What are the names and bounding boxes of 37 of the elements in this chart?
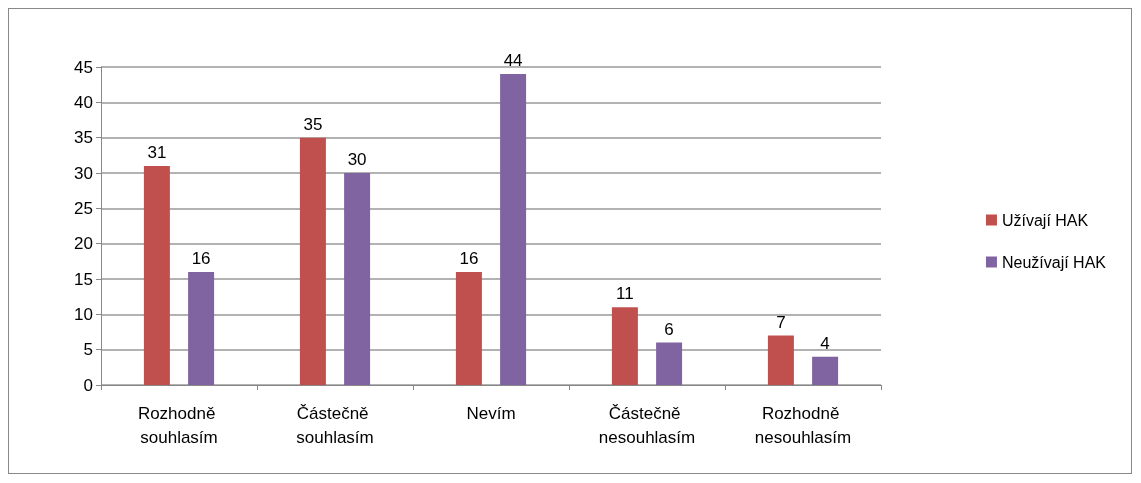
bar — [455, 271, 482, 385]
bar — [344, 173, 371, 385]
y-tick-label: 35 — [74, 128, 93, 148]
bar — [299, 137, 326, 385]
x-tick-label: Částečně nesouhlasím — [598, 403, 696, 447]
bar — [656, 342, 683, 385]
data-label: 16 — [459, 248, 479, 268]
bar — [500, 74, 527, 385]
data-label: 31 — [147, 142, 167, 162]
data-label: 16 — [191, 248, 211, 268]
data-label: 4 — [820, 333, 830, 353]
x-tick-label: Nevím — [466, 403, 516, 423]
data-label: 7 — [776, 312, 786, 332]
y-tick-label: 15 — [74, 269, 93, 289]
y-tick-label: 20 — [74, 234, 93, 254]
y-tick-label: 25 — [74, 198, 93, 218]
x-tick-label: Částečně souhlasím — [296, 403, 374, 447]
legend-label: Užívají HAK — [1001, 211, 1089, 229]
y-tick-label: 0 — [83, 375, 93, 395]
y-tick-label: 45 — [74, 57, 93, 77]
x-tick-label: Rozhodně souhlasím — [137, 403, 221, 447]
bar — [812, 356, 839, 385]
y-tick-label: 5 — [83, 340, 93, 360]
x-tick-label: Rozhodně nesouhlasím — [754, 403, 852, 447]
bar — [143, 165, 170, 385]
y-tick-label: 10 — [74, 304, 93, 324]
y-tick-label: 30 — [74, 163, 93, 183]
bar — [611, 307, 638, 385]
bar — [188, 271, 215, 385]
data-label: 35 — [303, 114, 323, 134]
legend-label: Neužívají HAK — [1001, 253, 1107, 271]
bar — [767, 335, 794, 385]
data-label: 30 — [347, 150, 367, 169]
data-label: 44 — [503, 51, 523, 71]
y-tick-label: 40 — [74, 92, 93, 112]
data-label: 6 — [664, 319, 674, 339]
data-label: 11 — [616, 284, 634, 304]
